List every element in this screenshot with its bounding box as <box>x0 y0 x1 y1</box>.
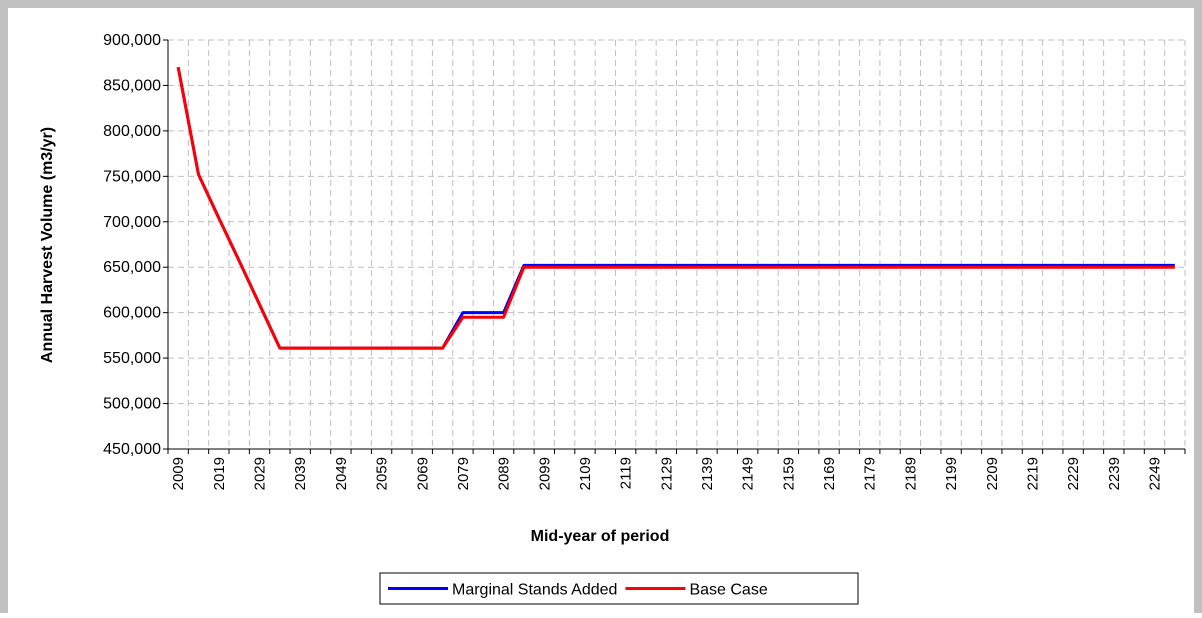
x-tick-label: 2039 <box>292 457 309 490</box>
x-tick-label: 2099 <box>536 457 553 490</box>
x-tick-label: 2139 <box>699 457 716 490</box>
series-line <box>176 66 1175 350</box>
x-tick-label: 2019 <box>211 457 228 490</box>
y-tick-label: 800,000 <box>103 123 161 140</box>
x-tick-label: 2189 <box>902 457 919 490</box>
x-tick-label: 2069 <box>414 457 431 490</box>
x-tick-label: 2229 <box>1065 457 1082 490</box>
y-tick-label: 650,000 <box>103 259 161 276</box>
x-tick-label: 2119 <box>618 457 635 489</box>
y-tick-label: 500,000 <box>103 396 161 413</box>
x-axis-title: Mid-year of period <box>531 528 670 545</box>
x-tick-label: 2179 <box>862 457 879 490</box>
x-tick-label: 2209 <box>984 457 1001 490</box>
y-tick-label: 700,000 <box>103 214 161 231</box>
y-tick-label: 850,000 <box>103 77 161 94</box>
x-tick-label: 2129 <box>658 457 675 490</box>
legend-label: Marginal Stands Added <box>452 582 617 599</box>
y-tick-label: 900,000 <box>103 32 161 49</box>
y-tick-label: 600,000 <box>103 305 161 322</box>
x-tick-label: 2159 <box>780 457 797 490</box>
x-tick-label: 2249 <box>1146 457 1163 490</box>
y-tick-label: 550,000 <box>103 350 161 367</box>
legend-label: Base Case <box>689 582 767 599</box>
x-tick-label: 2079 <box>455 457 472 490</box>
x-tick-label: 2199 <box>943 457 960 490</box>
x-tick-label: 2029 <box>252 457 269 490</box>
x-tick-label: 2059 <box>374 457 391 490</box>
y-tick-label: 750,000 <box>103 168 161 185</box>
y-axis-title: Annual Harvest Volume (m3/yr) <box>39 127 56 363</box>
x-tick-label: 2219 <box>1024 457 1041 490</box>
x-tick-label: 2089 <box>496 457 513 490</box>
legend <box>379 572 859 605</box>
y-tick-label: 450,000 <box>103 441 161 458</box>
x-tick-label: 2009 <box>170 457 187 490</box>
x-tick-label: 2149 <box>740 457 757 490</box>
x-tick-label: 2239 <box>1106 457 1123 490</box>
x-tick-label: 2049 <box>333 457 350 490</box>
x-tick-label: 2109 <box>577 457 594 490</box>
x-tick-label: 2169 <box>821 457 838 490</box>
